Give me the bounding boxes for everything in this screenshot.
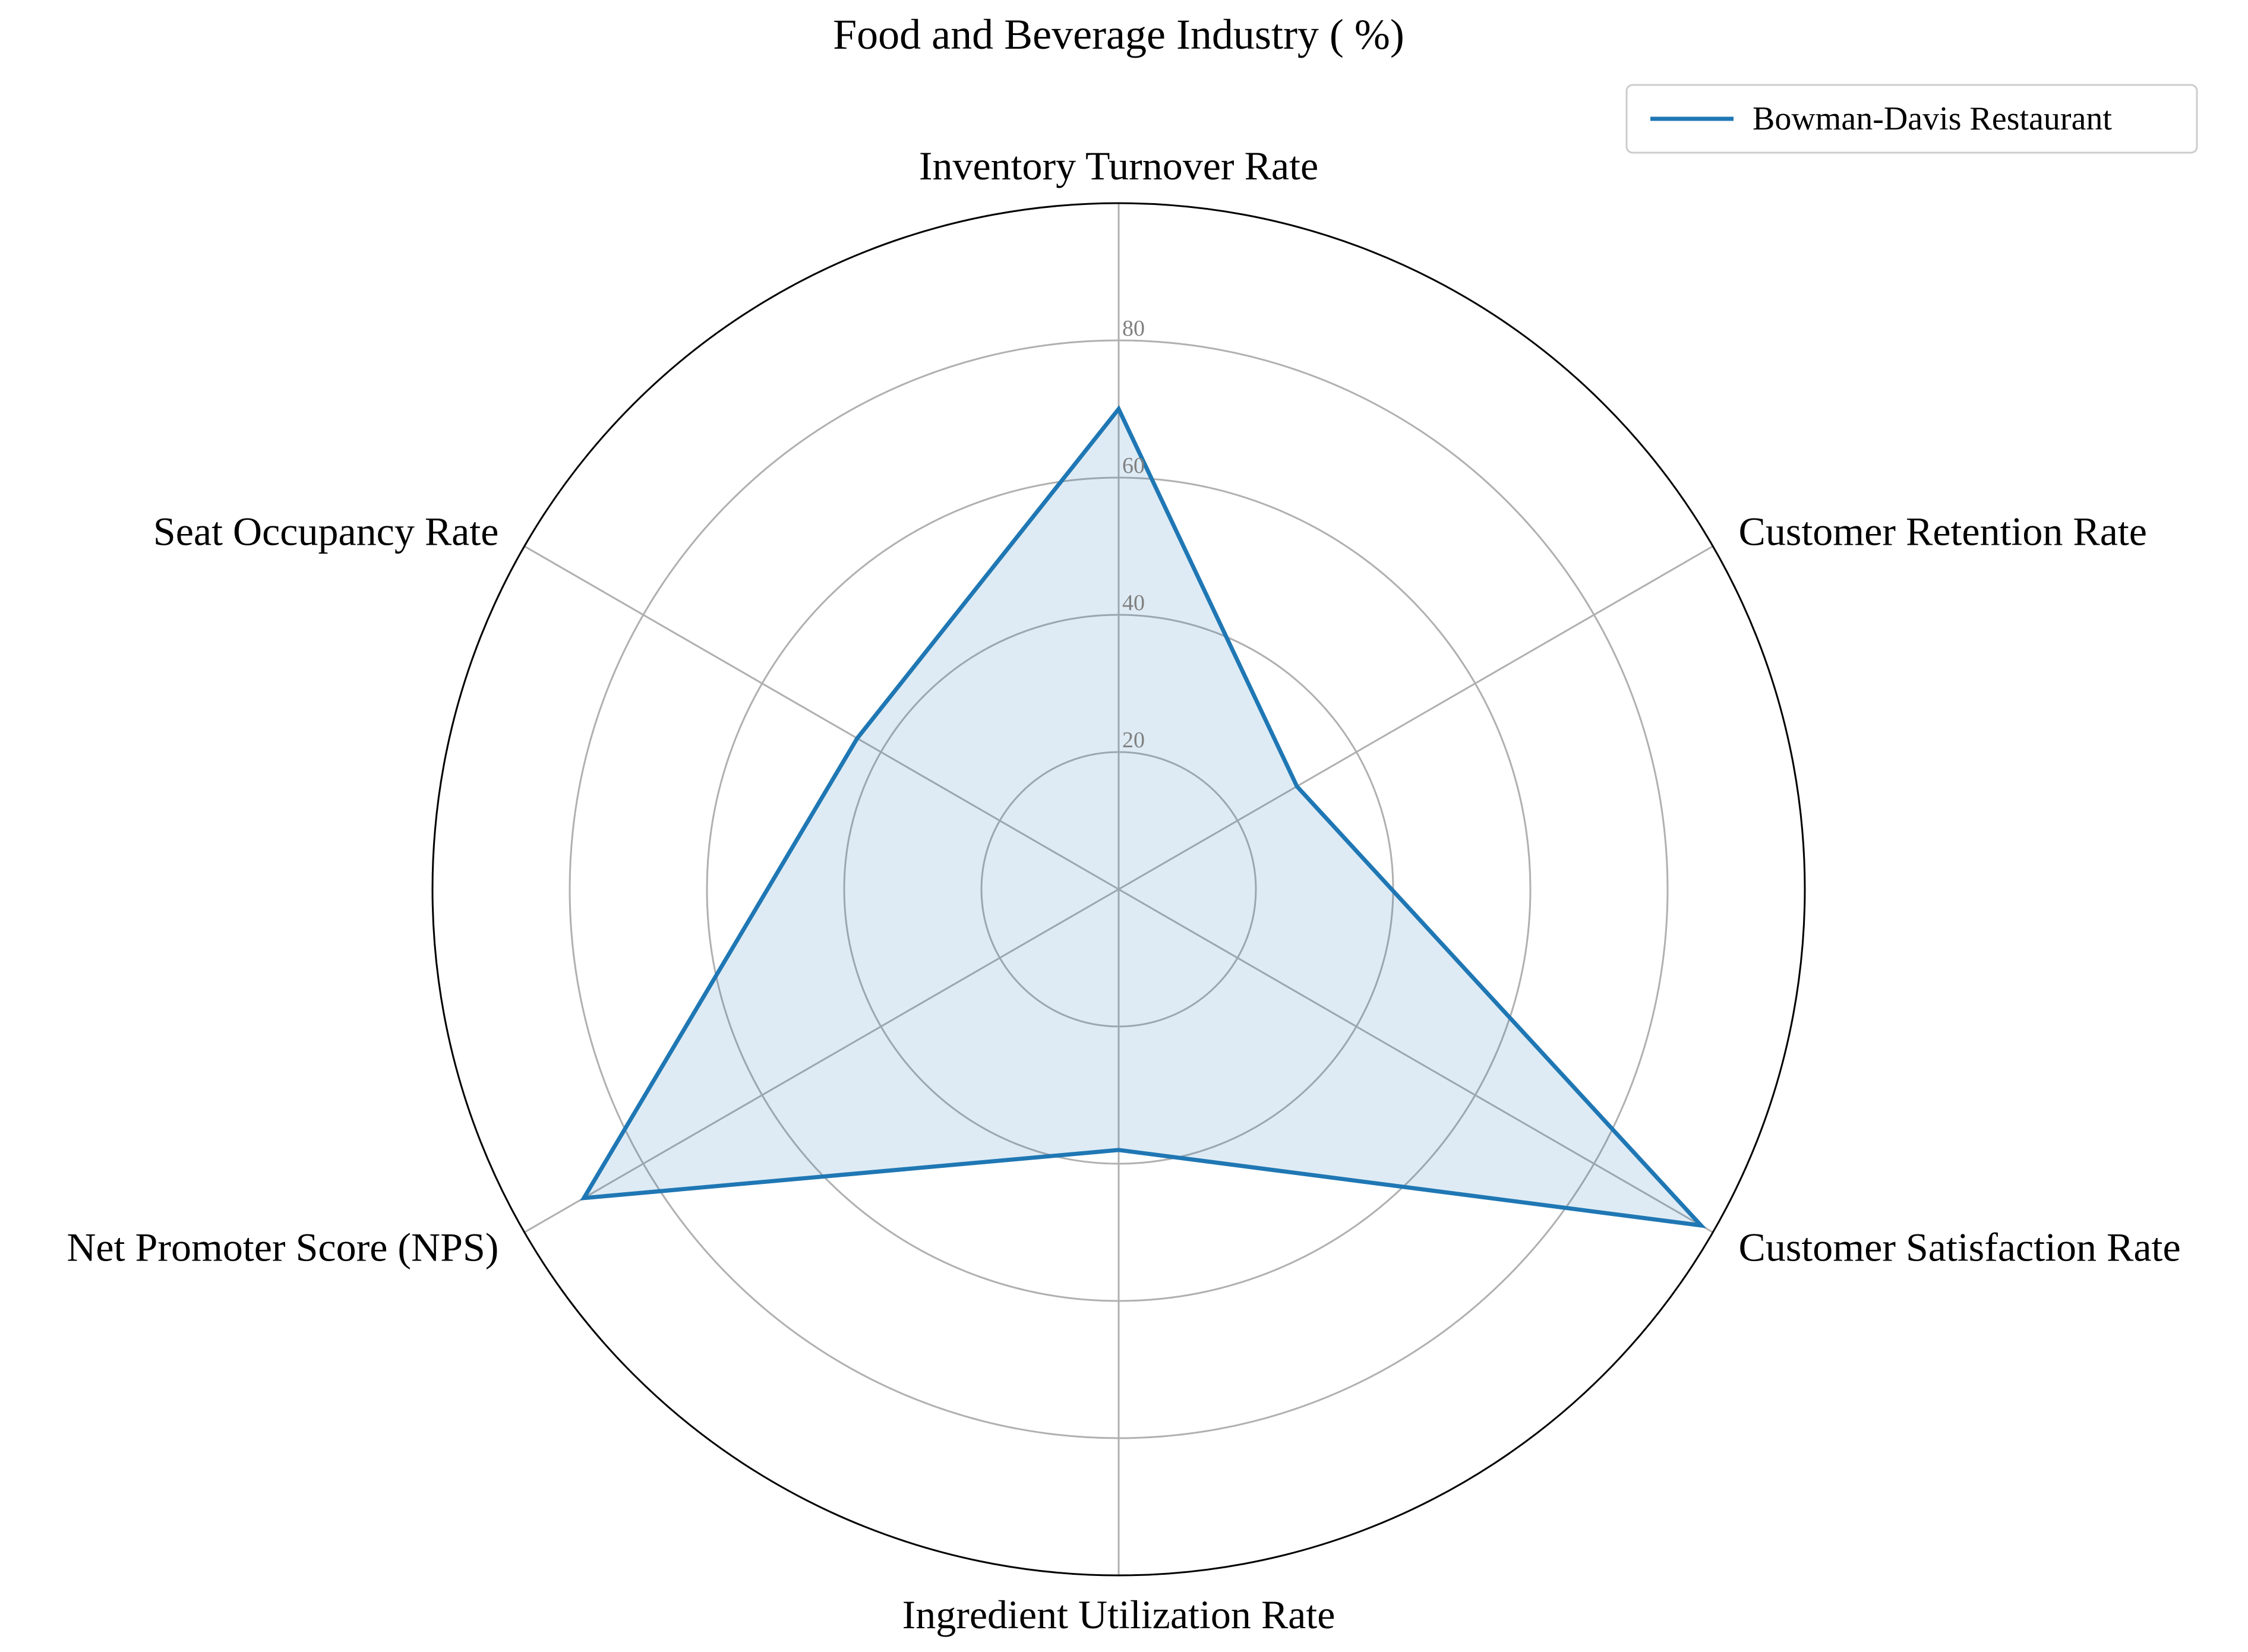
spoke-line-5: [523, 888, 1119, 1233]
radial-tick-label: 80: [1122, 316, 1145, 341]
data-point-3: [1700, 1224, 1702, 1226]
axis-label-3: Customer Satisfaction Rate: [1739, 1225, 2181, 1270]
radial-tick-label: 40: [1122, 590, 1145, 615]
chart-title: Food and Beverage Industry ( %): [833, 11, 1404, 58]
axis-labels: Inventory Turnover Rate Customer Retentio…: [67, 143, 2180, 1637]
radial-tick-labels: 20 40 60 80: [1122, 316, 1145, 753]
legend-series-label: Bowman-Davis Restaurant: [1753, 100, 2112, 137]
radial-tick-label: 60: [1122, 453, 1145, 478]
data-point-1: [1118, 408, 1119, 410]
spoke-line-2: [1118, 545, 1714, 890]
grid-layer: [431, 202, 1806, 1577]
axis-label-2: Customer Retention Rate: [1739, 509, 2147, 554]
axis-label-5: Net Promoter Score (NPS): [67, 1225, 498, 1270]
data-point-2: [1296, 785, 1298, 787]
series-area: [583, 409, 1701, 1225]
data-point-4: [1118, 1149, 1119, 1151]
series-layer: [580, 405, 1707, 1228]
axis-label-1: Inventory Turnover Rate: [919, 143, 1318, 188]
spoke-line-6: [523, 545, 1119, 890]
spoke-line-3: [1118, 888, 1714, 1233]
axis-label-4: Ingredient Utilization Rate: [902, 1592, 1335, 1637]
legend: Bowman-Davis Restaurant: [1625, 84, 2198, 154]
data-point-5: [583, 1197, 585, 1199]
legend-frame: [1625, 84, 2198, 154]
axis-label-6: Seat Occupancy Rate: [153, 509, 499, 554]
radial-tick-label: 20: [1122, 728, 1145, 753]
data-point-6: [856, 737, 858, 739]
outer-ring: [431, 202, 1806, 1577]
